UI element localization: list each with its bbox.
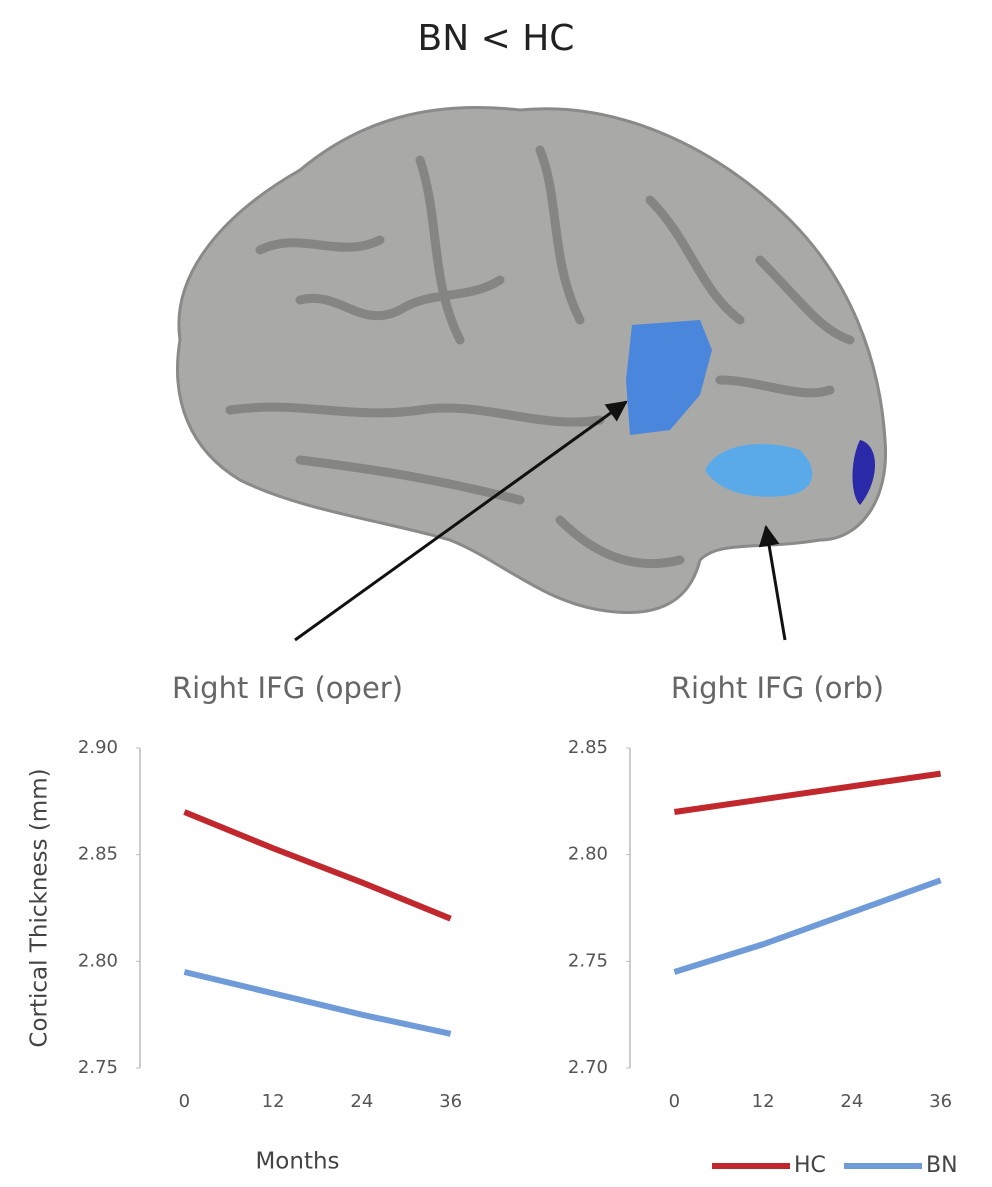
- legend-label: BN: [926, 1153, 958, 1178]
- x-tick-label: 0: [179, 1091, 190, 1112]
- y-tick-label: 2.80: [568, 844, 608, 865]
- y-tick-label: 2.80: [78, 950, 118, 971]
- x-tick-label: 24: [840, 1091, 863, 1112]
- x-tick-label: 12: [262, 1091, 285, 1112]
- figure: BN < HC Right IFG (oper) 2.75 2.80 2.85 2.90…: [0, 0, 992, 1187]
- x-axis-label: Months: [255, 1149, 339, 1175]
- y-tick-label: 2.85: [78, 844, 118, 865]
- y-axis-label: Cortical Thickness (mm): [27, 768, 53, 1047]
- chart-title: Right IFG (oper): [172, 671, 403, 705]
- x-tick-label: 36: [439, 1091, 462, 1112]
- brain-image: [178, 108, 886, 641]
- chart-title: Right IFG (orb): [671, 671, 884, 705]
- x-tick-label: 36: [929, 1091, 952, 1112]
- x-tick-label: 24: [350, 1091, 373, 1112]
- series-line: [674, 880, 940, 972]
- x-tick-label: 0: [669, 1091, 680, 1112]
- y-tick-label: 2.85: [568, 737, 608, 758]
- figure-title: BN < HC: [418, 18, 575, 59]
- y-tick-label: 2.75: [78, 1057, 118, 1078]
- series-line: [184, 972, 450, 1034]
- x-tick-label: 12: [752, 1091, 775, 1112]
- y-tick-label: 2.70: [568, 1057, 608, 1078]
- series-line: [184, 812, 450, 919]
- y-tick-label: 2.90: [78, 737, 118, 758]
- series-line: [674, 774, 940, 812]
- y-tick-label: 2.75: [568, 950, 608, 971]
- legend-label: HC: [794, 1153, 826, 1178]
